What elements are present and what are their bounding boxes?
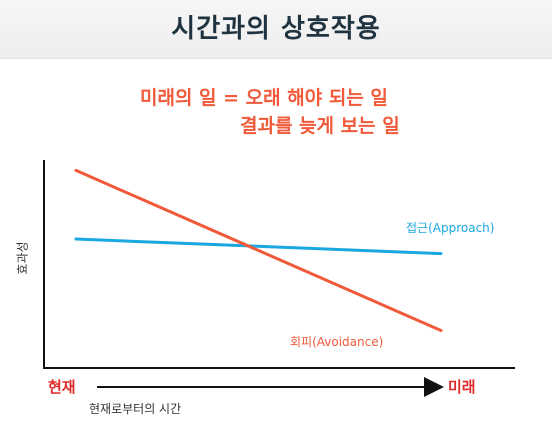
series-label-avoidance: 회피(Avoidance) [290, 335, 384, 349]
y-axis-label: 효과성 [15, 241, 30, 275]
x-axis-label: 현재로부터의 시간 [89, 402, 182, 416]
page-title: 시간과의 상호작용 [171, 14, 381, 44]
series-label-approach: 접근(Approach) [406, 221, 495, 235]
subtitle-line-2: 결과를 늦게 보는 일 [240, 115, 400, 137]
x-axis-end-label: 미래 [448, 378, 476, 396]
subtitle-line-1: 미래의 일 = 오래 해야 되는 일 [140, 87, 388, 109]
title-bar [0, 0, 552, 59]
x-axis-start-label: 현재 [48, 378, 76, 396]
series-line-approach [74, 237, 443, 256]
series-line-avoidance [74, 168, 443, 333]
